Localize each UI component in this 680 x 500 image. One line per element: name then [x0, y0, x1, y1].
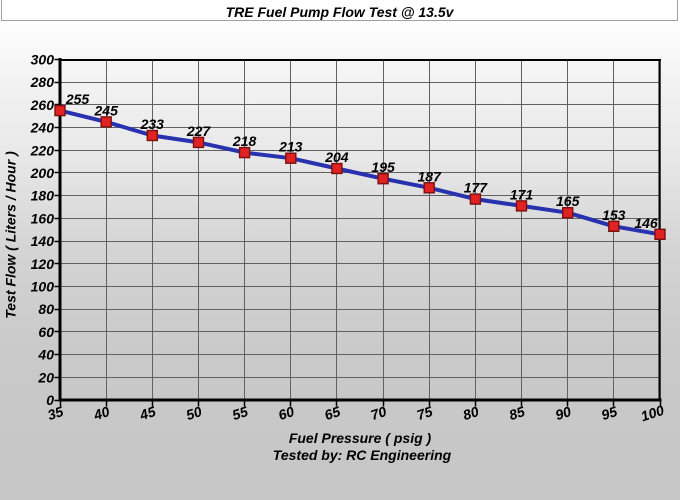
svg-text:50: 50 — [184, 403, 204, 423]
svg-text:55: 55 — [230, 403, 250, 423]
svg-text:213: 213 — [278, 139, 303, 155]
svg-text:227: 227 — [186, 123, 212, 139]
svg-text:220: 220 — [30, 142, 55, 158]
svg-text:40: 40 — [91, 403, 112, 423]
svg-text:60: 60 — [276, 403, 296, 423]
svg-text:80: 80 — [38, 301, 54, 317]
svg-text:100: 100 — [31, 279, 55, 295]
svg-text:177: 177 — [464, 180, 489, 196]
svg-text:40: 40 — [37, 347, 54, 363]
svg-text:260: 260 — [30, 97, 55, 113]
svg-text:95: 95 — [599, 403, 619, 423]
svg-text:65: 65 — [322, 403, 342, 423]
svg-text:153: 153 — [602, 207, 626, 223]
svg-text:60: 60 — [38, 324, 54, 340]
svg-text:245: 245 — [94, 102, 119, 118]
svg-text:187: 187 — [418, 168, 443, 184]
svg-text:160: 160 — [31, 210, 55, 226]
svg-text:90: 90 — [553, 403, 573, 423]
svg-text:Test Flow ( Liters / Hour ): Test Flow ( Liters / Hour ) — [3, 151, 19, 319]
svg-text:300: 300 — [31, 52, 55, 68]
svg-text:20: 20 — [37, 369, 54, 385]
svg-text:180: 180 — [31, 188, 55, 204]
svg-text:80: 80 — [461, 403, 481, 423]
svg-text:35: 35 — [46, 403, 66, 423]
svg-text:120: 120 — [31, 256, 55, 272]
svg-text:200: 200 — [30, 165, 55, 181]
svg-text:85: 85 — [507, 403, 527, 423]
svg-text:0: 0 — [46, 392, 54, 408]
svg-text:195: 195 — [371, 159, 395, 175]
svg-text:75: 75 — [415, 403, 435, 423]
svg-text:70: 70 — [369, 403, 389, 423]
svg-text:140: 140 — [31, 233, 55, 249]
svg-text:Fuel Pressure ( psig ): Fuel Pressure ( psig ) — [289, 430, 432, 446]
svg-text:171: 171 — [510, 186, 534, 202]
svg-text:280: 280 — [30, 74, 55, 90]
svg-text:Tested by: RC Engineering: Tested by: RC Engineering — [273, 447, 452, 463]
svg-text:204: 204 — [324, 149, 349, 165]
svg-text:218: 218 — [232, 133, 257, 149]
svg-text:100: 100 — [639, 402, 666, 425]
svg-text:146: 146 — [634, 215, 658, 231]
svg-text:255: 255 — [65, 91, 90, 107]
svg-text:45: 45 — [137, 403, 158, 423]
svg-text:240: 240 — [30, 120, 55, 136]
svg-text:233: 233 — [140, 116, 165, 132]
svg-text:165: 165 — [556, 193, 580, 209]
